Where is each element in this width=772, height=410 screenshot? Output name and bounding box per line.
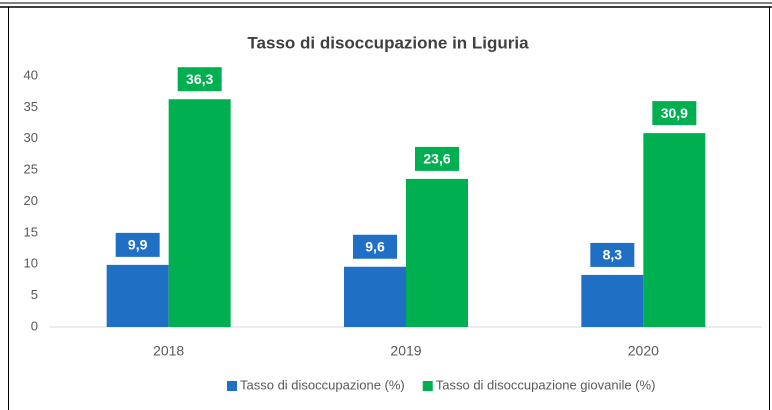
data-label: 9,6: [365, 238, 385, 254]
legend-swatch: [422, 381, 433, 391]
x-tick-label: 2020: [628, 343, 659, 359]
y-tick-label: 10: [24, 256, 38, 271]
legend-label: Tasso di disoccupazione giovanile (%): [436, 377, 656, 392]
y-tick-label: 0: [31, 318, 38, 333]
data-label-box: [115, 232, 160, 257]
y-tick-label: 30: [24, 130, 38, 145]
data-label-box: [415, 146, 459, 171]
y-tick-label: 25: [24, 162, 38, 177]
bar: [643, 133, 706, 327]
chart-title: Tasso di disoccupazione in Liguria: [247, 33, 529, 52]
data-label: 30,9: [661, 105, 688, 121]
y-tick-label: 35: [24, 99, 38, 114]
x-tick-label: 2018: [153, 343, 184, 359]
x-tick-label: 2019: [390, 343, 421, 359]
data-label-box: [177, 67, 222, 92]
data-label: 36,3: [186, 71, 213, 87]
data-label-box: [353, 234, 397, 259]
y-tick-label: 20: [24, 193, 38, 208]
legend-label: Tasso di disoccupazione (%): [240, 377, 405, 392]
y-tick-label: 40: [24, 67, 38, 82]
data-label: 9,9: [128, 237, 148, 253]
bar: [344, 266, 406, 327]
data-label-box: [652, 101, 697, 126]
data-label-box: [590, 242, 635, 267]
y-tick-label: 15: [24, 224, 38, 239]
bar: [106, 264, 169, 327]
y-tick-label: 5: [31, 287, 38, 302]
legend-swatch: [227, 381, 237, 391]
data-label: 23,6: [423, 151, 450, 167]
data-label: 8,3: [603, 247, 623, 263]
bar: [406, 178, 468, 327]
bar: [168, 99, 231, 327]
bar: [581, 274, 644, 327]
